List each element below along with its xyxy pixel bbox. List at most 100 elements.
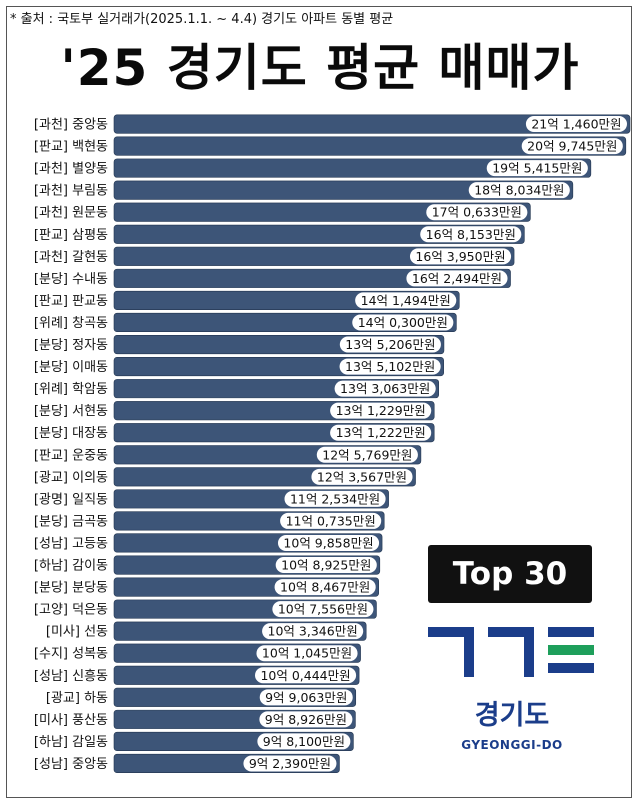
category-label: [하남] 감이동 (34, 559, 108, 574)
value-label-bg (257, 733, 351, 750)
value-label-bg (243, 755, 337, 772)
value-label-bg (274, 579, 376, 596)
category-label: [수지] 성복동 (34, 647, 108, 662)
category-label: [분당] 대장동 (34, 426, 108, 441)
category-label: [분당] 서현동 (34, 404, 108, 419)
value-label: 13억 5,102만원 (345, 359, 435, 374)
value-label: 10억 9,858만원 (283, 535, 373, 550)
category-label: [미사] 풍산동 (34, 713, 108, 728)
value-label-bg (355, 292, 457, 309)
value-label-bg (275, 557, 377, 574)
chart-frame (6, 6, 632, 798)
category-label: [과천] 원문동 (34, 206, 108, 221)
source-note: * 출처 : 국토부 실거래가(2025.1.1. ~ 4.4) 경기도 아파트… (10, 12, 394, 27)
value-label-bg (352, 314, 454, 331)
category-label: [분당] 이매동 (34, 360, 108, 375)
chart-title: '25 경기도 평균 매매가 (60, 39, 580, 97)
value-label: 10억 7,556만원 (278, 602, 368, 617)
value-label: 21억 1,460만원 (531, 117, 621, 132)
category-label: [고양] 덕은동 (34, 603, 108, 618)
value-label-bg (280, 512, 382, 529)
value-label: 9억 8,926만원 (265, 712, 347, 727)
value-label: 17억 0,633만원 (432, 205, 522, 220)
value-label: 13억 1,229만원 (336, 403, 426, 418)
value-label: 16억 8,153만원 (426, 227, 516, 242)
category-label: [판교] 백현동 (34, 140, 108, 155)
bar (113, 180, 574, 200)
value-label: 14억 0,300만원 (358, 315, 448, 330)
category-label: [과천] 중앙동 (34, 118, 108, 133)
value-label-bg (255, 667, 357, 684)
gyeonggi-logo-icon (428, 627, 594, 677)
category-label: [위례] 창곡동 (34, 316, 108, 331)
value-label-bg (330, 402, 432, 419)
value-label-bg (311, 468, 413, 485)
value-label: 16억 3,950만원 (415, 249, 505, 264)
value-label: 12억 3,567만원 (317, 469, 407, 484)
value-label-bg (259, 689, 353, 706)
value-label: 18억 8,034만원 (474, 183, 564, 198)
bar (113, 202, 531, 222)
value-label-bg (406, 270, 508, 287)
category-label: [과천] 부림동 (34, 184, 108, 199)
category-label: [미사] 선동 (46, 625, 108, 640)
category-label: [광명] 일직동 (34, 492, 108, 507)
logo-text-en: GYEONGGI-DO (461, 738, 563, 752)
value-label-bg (334, 380, 436, 397)
category-label: [위례] 학암동 (34, 382, 108, 397)
value-label: 10억 8,925만원 (281, 558, 371, 573)
value-label: 9억 9,063만원 (265, 690, 347, 705)
value-label: 9억 2,390만원 (249, 756, 331, 771)
value-label: 11억 0,735만원 (286, 513, 376, 528)
category-label: [과천] 별양동 (34, 162, 108, 177)
value-label-bg (426, 204, 528, 221)
category-label: [판교] 판교동 (34, 294, 108, 309)
top-30-badge: Top 30 (428, 545, 592, 603)
value-label-bg (259, 711, 353, 728)
value-label-bg (486, 160, 588, 177)
value-label-bg (284, 490, 386, 507)
category-label: [성남] 고등동 (34, 536, 108, 551)
value-label: 11억 2,534만원 (290, 491, 380, 506)
value-label-bg (316, 446, 418, 463)
value-label-bg (272, 601, 374, 618)
value-label: 10억 8,467만원 (280, 580, 370, 595)
category-label: [판교] 운중동 (34, 448, 108, 463)
value-label: 13억 1,222만원 (336, 425, 426, 440)
bar (113, 158, 592, 178)
value-label-bg (256, 645, 358, 662)
value-label-bg (525, 116, 627, 133)
value-label: 10억 3,346만원 (268, 624, 358, 639)
value-label-bg (339, 358, 441, 375)
category-label: [하남] 감일동 (34, 735, 108, 750)
value-label: 16억 2,494만원 (412, 271, 502, 286)
value-label: 9억 8,100만원 (263, 734, 345, 749)
value-label: 10억 1,045만원 (262, 646, 352, 661)
value-label-bg (409, 248, 512, 265)
value-label: 13억 3,063만원 (340, 381, 430, 396)
value-label: 13억 5,206만원 (345, 337, 435, 352)
value-label: 12억 5,769만원 (322, 447, 412, 462)
value-label-bg (330, 424, 432, 441)
value-label-bg (262, 623, 364, 640)
value-label-bg (420, 226, 522, 243)
value-label: 10억 0,444만원 (260, 668, 350, 683)
value-label-bg (468, 182, 570, 199)
category-label: [판교] 삼평동 (34, 228, 108, 243)
bar (113, 136, 627, 156)
category-label: [성남] 신흥동 (34, 669, 108, 684)
category-label: [광교] 이의동 (34, 470, 108, 485)
value-label-bg (277, 534, 380, 551)
category-label: [분당] 분당동 (34, 581, 108, 596)
category-label: [성남] 중앙동 (34, 757, 108, 772)
bar (113, 114, 631, 134)
category-label: [과천] 갈현동 (34, 250, 108, 265)
value-label-bg (339, 336, 441, 353)
value-label-bg (521, 138, 623, 155)
category-label: [분당] 수내동 (34, 272, 108, 287)
value-label: 14억 1,494만원 (361, 293, 451, 308)
value-label: 19억 5,415만원 (492, 161, 582, 176)
value-label: 20억 9,745만원 (527, 139, 617, 154)
category-label: [광교] 하동 (46, 691, 108, 706)
logo-text-ko: 경기도 (474, 700, 550, 731)
